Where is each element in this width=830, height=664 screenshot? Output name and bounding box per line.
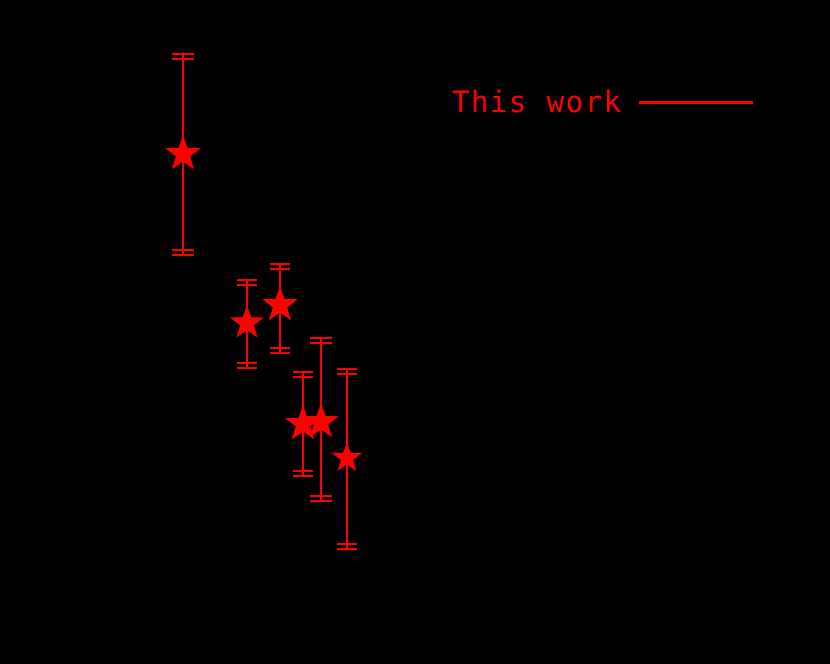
errorbar-cap-bottom-p4 — [293, 470, 313, 472]
star-marker-p4 — [284, 405, 322, 443]
errorbar-cap-bottom-p5 — [310, 495, 332, 497]
errorbar-cap-top-p4 — [293, 376, 313, 378]
errorbar-cap-top-p6 — [337, 368, 357, 370]
errorbar-cap-top-p2 — [237, 279, 257, 281]
errorbar-cap-top-p5 — [310, 337, 332, 339]
errorbar-cap-top-p3 — [270, 263, 290, 265]
errorbar-cap-bottom-p2 — [237, 362, 257, 364]
star-marker-p3 — [261, 286, 299, 324]
errorbar-cap-top-p5 — [310, 342, 332, 344]
errorbar-cap-bottom-p4 — [293, 475, 313, 477]
errorbar-cap-bottom-p6 — [337, 543, 357, 545]
errorbar-cap-bottom-p1 — [172, 249, 194, 251]
errorbar-cap-bottom-p2 — [237, 367, 257, 369]
star-marker-p1 — [164, 135, 202, 173]
errorbar-cap-top-p2 — [237, 284, 257, 286]
errorbar-cap-top-p1 — [172, 58, 194, 60]
legend: This work — [452, 88, 753, 117]
errorbar-cap-bottom-p1 — [172, 254, 194, 256]
errorbar-cap-top-p4 — [293, 371, 313, 373]
errorbar-cap-bottom-p5 — [310, 500, 332, 502]
star-marker-p5 — [302, 403, 340, 441]
errorbar-cap-bottom-p3 — [270, 347, 290, 349]
errorbar-cap-top-p3 — [270, 268, 290, 270]
legend-label-this-work: This work — [452, 85, 623, 119]
errorbar-cap-top-p6 — [337, 373, 357, 375]
star-marker-p2 — [229, 305, 265, 341]
errorbar-cap-top-p1 — [172, 53, 194, 55]
errorbar-cap-bottom-p3 — [270, 352, 290, 354]
legend-line-swatch — [638, 101, 753, 104]
errorbar-cap-bottom-p6 — [337, 548, 357, 550]
star-marker-p6 — [331, 442, 363, 474]
